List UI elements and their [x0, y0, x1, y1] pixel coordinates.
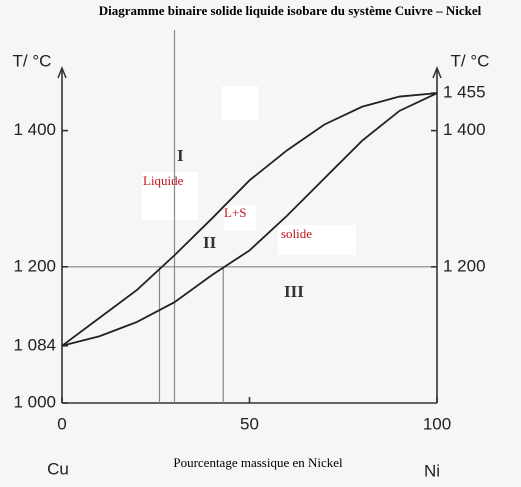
left-element: Cu [47, 459, 69, 478]
chart-title: Diagramme binaire solide liquide isobare… [99, 3, 482, 18]
x-tick-label: 0 [57, 414, 66, 433]
white-box [278, 225, 356, 255]
arrow [57, 65, 67, 79]
curve [61, 92, 438, 347]
y-tick-label: 1 200 [13, 256, 56, 275]
annotation: L+S [224, 205, 247, 220]
y2-tick-label: 1 400 [443, 120, 486, 139]
region-label: I [177, 146, 184, 165]
annotation: Liquide [143, 173, 184, 188]
y-tick-label: 1 000 [13, 392, 56, 411]
curve [61, 92, 438, 347]
y2-axis-label: T/ °C [451, 51, 490, 70]
x-axis-label: Pourcentage massique en Nickel [173, 455, 343, 470]
right-element: Ni [424, 461, 440, 480]
white-box [224, 205, 256, 231]
y2-tick-label: 1 200 [443, 256, 486, 275]
y-axis-label: T/ °C [13, 51, 52, 70]
x-tick-label: 50 [240, 414, 259, 433]
white-box [142, 172, 198, 220]
region-label: III [284, 282, 304, 301]
arrow [432, 65, 442, 79]
x-tick-label: 100 [423, 414, 451, 433]
y2-tick-label: 1 455 [443, 83, 486, 102]
annotation: solide [281, 226, 312, 241]
y-tick-label: 1 400 [13, 120, 56, 139]
white-box [222, 86, 258, 120]
y-tick-label: 1 084 [13, 335, 56, 354]
region-label: II [203, 233, 217, 252]
